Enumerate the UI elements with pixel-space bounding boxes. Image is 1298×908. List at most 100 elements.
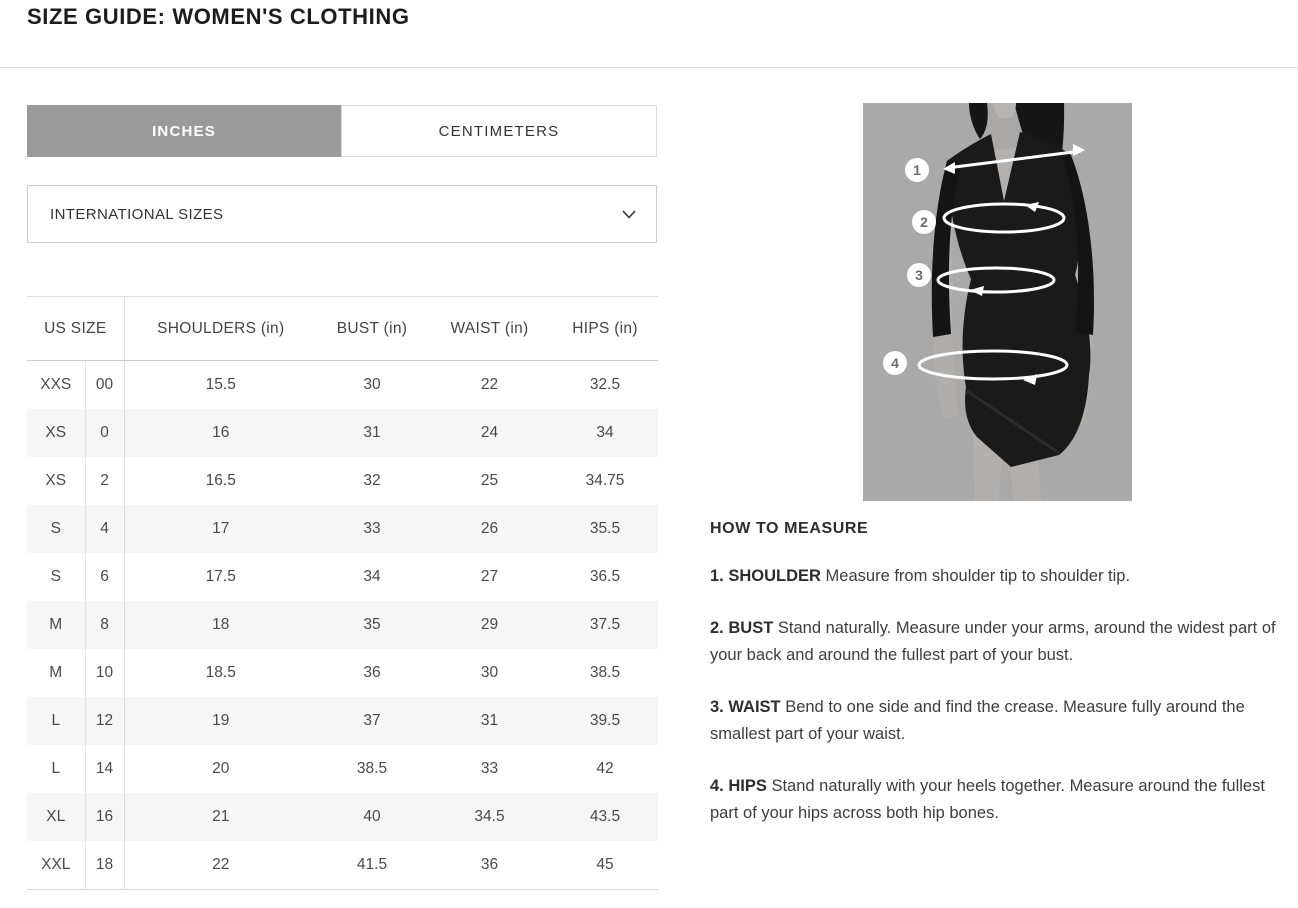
cell-size-label: XL (27, 793, 86, 841)
cell-waist: 25 (480, 472, 499, 489)
measure-step-waist: 3. WAIST Bend to one side and find the c… (710, 698, 1245, 743)
dropdown-selected-value: INTERNATIONAL SIZES (50, 205, 224, 223)
cell-hips: 34 (596, 424, 614, 441)
cell-size-number: 14 (85, 745, 125, 793)
cell-size-label: XS (27, 457, 86, 505)
cell-shoulders: 17 (212, 520, 230, 537)
table-row: M 10 18.5 36 30 38.5 (27, 649, 658, 697)
cell-shoulders: 21 (212, 808, 230, 825)
cell-hips: 34.75 (585, 472, 625, 489)
cell-size-label: XXL (27, 841, 86, 890)
how-to-measure-heading: HOW TO MEASURE (710, 520, 869, 537)
column-header-waist: WAIST (in) (427, 296, 553, 361)
column-header-hips: HIPS (in) (552, 296, 659, 361)
cell-size-label: S (27, 505, 86, 553)
cell-bust: 41.5 (356, 856, 388, 873)
cell-shoulders: 16 (212, 424, 230, 441)
column-header-shoulders: SHOULDERS (in) (124, 296, 318, 361)
chevron-down-icon (622, 209, 636, 219)
cell-bust: 34 (363, 568, 381, 585)
international-sizes-dropdown[interactable]: INTERNATIONAL SIZES (27, 185, 657, 243)
bust-measure-marker: 2 (912, 202, 1066, 234)
cell-bust: 31 (363, 424, 381, 441)
cell-size-number: 4 (85, 505, 125, 553)
cell-size-number: 8 (85, 601, 125, 649)
cell-waist: 27 (480, 568, 499, 585)
cell-bust: 37 (363, 712, 381, 729)
cell-waist: 34.5 (474, 808, 505, 825)
svg-text:1: 1 (913, 162, 921, 178)
cell-bust: 36 (363, 664, 381, 681)
cell-shoulders: 20 (212, 760, 230, 777)
svg-text:3: 3 (915, 267, 923, 283)
cell-shoulders: 16.5 (205, 472, 236, 489)
table-row: XXL 18 22 41.5 36 45 (27, 841, 658, 890)
cell-hips: 37.5 (589, 616, 621, 633)
cell-shoulders: 17.5 (205, 568, 236, 585)
table-row: XS 2 16.5 32 25 34.75 (27, 457, 658, 505)
cell-size-label: M (27, 649, 86, 697)
cell-size-label: L (27, 745, 86, 793)
divider (0, 67, 1298, 68)
cell-waist: 31 (480, 712, 499, 729)
table-row: M 8 18 35 29 37.5 (27, 601, 659, 649)
cell-waist: 24 (480, 424, 499, 441)
svg-text:4: 4 (891, 355, 899, 371)
measure-step-shoulder: 1. SHOULDER Measure from shoulder tip to… (710, 567, 1131, 585)
table-row: S 4 17 33 26 35.5 (27, 505, 659, 553)
cell-size-number: 10 (85, 649, 125, 697)
cell-waist: 22 (480, 376, 499, 393)
svg-text:2: 2 (920, 214, 928, 230)
cell-bust: 30 (363, 376, 381, 393)
cell-size-number: 2 (85, 457, 125, 505)
tab-inches[interactable]: INCHES (27, 105, 341, 157)
measure-step-hips: 4. HIPS Stand naturally with your heels … (710, 777, 1265, 822)
measure-step-bust: 2. BUST Stand naturally. Measure under y… (710, 619, 1276, 664)
cell-size-number: 18 (85, 841, 125, 890)
cell-size-label: XS (27, 409, 86, 457)
cell-hips: 43.5 (589, 808, 621, 825)
waist-measure-marker: 3 (907, 263, 1056, 296)
table-row: S 6 17.5 34 27 36.5 (27, 553, 658, 601)
cell-size-label: L (27, 697, 86, 745)
cell-size-number: 6 (85, 553, 125, 601)
column-header-us-size: US SIZE (27, 296, 125, 361)
cell-size-label: M (27, 601, 86, 649)
cell-hips: 42 (596, 760, 614, 777)
cell-hips: 32.5 (589, 376, 621, 393)
cell-waist: 26 (480, 520, 499, 537)
cell-hips: 39.5 (589, 712, 621, 729)
how-to-measure-section: HOW TO MEASURE 1. SHOULDER Measure from … (710, 520, 1290, 827)
page-title: SIZE GUIDE: WOMEN'S CLOTHING (27, 4, 410, 29)
cell-hips: 45 (596, 856, 614, 873)
shoulder-measure-marker: 1 (905, 144, 1085, 182)
table-row: XXS 00 15.5 30 22 32.5 (27, 360, 658, 409)
table-row: L 12 19 37 31 39.5 (27, 697, 659, 745)
cell-hips: 38.5 (589, 664, 621, 681)
column-header-bust: BUST (in) (317, 296, 428, 361)
cell-shoulders: 22 (212, 856, 230, 873)
cell-waist: 36 (480, 856, 499, 873)
cell-size-number: 00 (85, 360, 125, 409)
cell-size-number: 0 (85, 409, 125, 457)
measurement-figure-image: 1 2 3 4 (863, 103, 1132, 501)
cell-size-number: 12 (85, 697, 125, 745)
cell-size-label: S (27, 553, 86, 601)
cell-waist: 29 (480, 616, 499, 633)
cell-size-label: XXS (27, 360, 86, 409)
cell-shoulders: 18 (212, 616, 230, 633)
cell-shoulders: 19 (212, 712, 230, 729)
cell-waist: 33 (480, 760, 499, 777)
table-row: L 14 20 38.5 33 42 (27, 745, 658, 793)
size-table: US SIZE SHOULDERS (in) BUST (in) WAIST (… (27, 296, 659, 890)
cell-bust: 40 (363, 808, 381, 825)
cell-bust: 38.5 (356, 760, 388, 777)
cell-waist: 30 (480, 664, 499, 681)
cell-shoulders: 18.5 (205, 664, 236, 681)
cell-hips: 35.5 (589, 520, 621, 537)
table-row: XL 16 21 40 34.5 43.5 (27, 793, 659, 841)
tab-centimeters[interactable]: CENTIMETERS (341, 105, 657, 157)
cell-bust: 32 (363, 472, 381, 489)
hips-measure-marker: 4 (883, 349, 1069, 385)
